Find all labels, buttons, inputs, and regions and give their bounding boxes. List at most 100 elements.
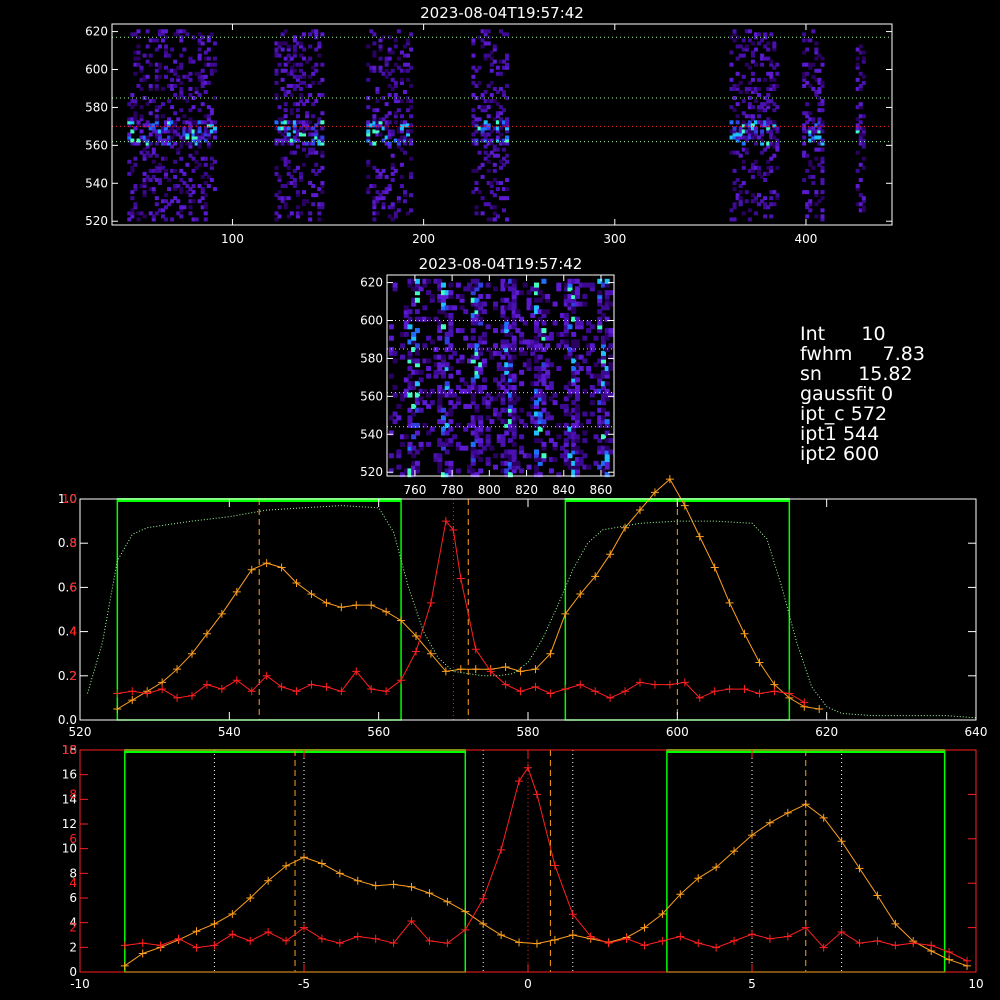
slit-image-pixel bbox=[769, 71, 774, 76]
slit-zoom-pixel bbox=[414, 400, 420, 406]
slit-zoom-pixel bbox=[574, 286, 580, 292]
slit-zoom-pixel bbox=[545, 335, 551, 341]
slit-zoom-pixel bbox=[597, 373, 603, 379]
slit-image-pixel bbox=[366, 62, 371, 67]
slit-image-pixel bbox=[858, 202, 863, 207]
slit-zoom-pixel bbox=[571, 305, 577, 311]
slit-zoom-pixel bbox=[422, 305, 428, 311]
slit-image-pixel bbox=[194, 132, 199, 137]
profile-offset-point-red bbox=[228, 930, 237, 939]
slit-image-pixel bbox=[308, 181, 313, 186]
profile-wavelength-red-ytick-label: 4 bbox=[69, 625, 77, 639]
slit-image-pixel bbox=[295, 114, 300, 119]
slit-zoom-pixel bbox=[537, 373, 543, 379]
slit-image-pixel bbox=[197, 74, 202, 79]
slit-image-pixel bbox=[732, 202, 737, 207]
slit-image-pixel bbox=[486, 105, 491, 110]
slit-image-pixel bbox=[738, 190, 743, 195]
slit-zoom-pixel bbox=[470, 457, 476, 463]
slit-zoom-pixel bbox=[418, 396, 424, 402]
slit-zoom-pixel bbox=[582, 293, 588, 299]
slit-image-pixel bbox=[206, 129, 211, 134]
slit-image-pixel bbox=[802, 71, 807, 76]
slit-image-pixel bbox=[295, 193, 300, 198]
slit-zoom-pixel bbox=[418, 377, 424, 383]
slit-zoom-pixel bbox=[396, 415, 402, 421]
slit-image-pixel bbox=[406, 68, 411, 73]
slit-zoom-pixel bbox=[511, 301, 517, 307]
profile-offset-point-red bbox=[443, 939, 452, 948]
slit-zoom-pixel bbox=[437, 392, 443, 398]
slit-image-pixel bbox=[197, 129, 202, 134]
slit-image-pixel bbox=[760, 150, 765, 155]
slit-image-pixel bbox=[286, 89, 291, 94]
slit-image-pixel bbox=[760, 120, 765, 125]
slit-zoom-pixel bbox=[563, 301, 569, 307]
profile-wavelength-point-red bbox=[113, 689, 122, 698]
slit-image-pixel bbox=[483, 156, 488, 161]
slit-image-pixel bbox=[206, 38, 211, 43]
slit-image-pixel bbox=[317, 135, 322, 140]
slit-image-pixel bbox=[302, 74, 307, 79]
slit-image-pixel bbox=[160, 102, 165, 107]
slit-zoom-pixel bbox=[493, 301, 499, 307]
slit-image-pixel bbox=[320, 138, 325, 143]
slit-image-pixel bbox=[289, 111, 294, 116]
slit-zoom-pixel bbox=[533, 309, 539, 315]
slit-zoom-pixel bbox=[400, 392, 406, 398]
slit-image-pixel bbox=[314, 68, 319, 73]
slit-zoom-pixel bbox=[571, 388, 577, 394]
slit-image-pixel bbox=[744, 199, 749, 204]
slit-image-pixel bbox=[372, 202, 377, 207]
slit-image-pixel bbox=[808, 62, 813, 67]
slit-zoom-pixel bbox=[597, 438, 603, 444]
slit-image-pixel bbox=[861, 59, 866, 64]
profile-wavelength-point-orange bbox=[337, 603, 346, 612]
slit-image-pixel bbox=[154, 135, 159, 140]
slit-image-pixel bbox=[203, 129, 208, 134]
slit-zoom-pixel bbox=[444, 411, 450, 417]
slit-zoom-pixel bbox=[578, 366, 584, 372]
slit-zoom-pixel bbox=[574, 445, 580, 451]
slit-image-pixel bbox=[480, 211, 485, 216]
slit-zoom-pixel bbox=[437, 320, 443, 326]
slit-zoom-pixel bbox=[515, 309, 521, 315]
slit-zoom-pixel bbox=[597, 290, 603, 296]
profile-wavelength-point-orange bbox=[188, 649, 196, 658]
slit-zoom-pixel bbox=[578, 460, 584, 466]
slit-image-xtick-label: 400 bbox=[795, 232, 818, 246]
profile-offset-point-orange bbox=[353, 876, 362, 885]
profile-offset-point-orange bbox=[497, 931, 506, 939]
slit-image-pixel bbox=[127, 171, 132, 176]
slit-zoom-pixel bbox=[522, 339, 528, 345]
slit-image-pixel bbox=[194, 150, 199, 155]
slit-zoom-xtick-label: 840 bbox=[552, 483, 575, 497]
slit-zoom-pixel bbox=[500, 278, 506, 284]
slit-image-pixel bbox=[142, 184, 147, 189]
slit-image-pixel bbox=[170, 168, 175, 173]
slit-zoom-pixel bbox=[403, 434, 409, 440]
slit-image-pixel bbox=[747, 102, 752, 107]
slit-image-pixel bbox=[372, 196, 377, 201]
slit-image-pixel bbox=[378, 120, 383, 125]
slit-image-pixel bbox=[154, 62, 159, 67]
slit-zoom-pixel bbox=[500, 400, 506, 406]
slit-image-pixel bbox=[477, 150, 482, 155]
slit-image-pixel bbox=[298, 120, 303, 125]
profile-offset-point-orange bbox=[658, 910, 667, 919]
slit-image-pixel bbox=[858, 120, 863, 125]
slit-image-pixel bbox=[366, 77, 371, 82]
slit-zoom-pixel bbox=[571, 460, 577, 466]
slit-image-pixel bbox=[295, 144, 300, 149]
slit-image-pixel bbox=[750, 50, 755, 55]
slit-zoom-pixel bbox=[500, 434, 506, 440]
slit-zoom-pixel bbox=[567, 411, 573, 417]
slit-image-pixel bbox=[200, 196, 205, 201]
profile-wavelength-point-orange bbox=[755, 658, 764, 667]
slit-image-pixel bbox=[474, 138, 479, 143]
slit-image-pixel bbox=[209, 111, 214, 116]
slit-image-pixel bbox=[483, 138, 488, 143]
slit-image-pixel bbox=[486, 159, 491, 164]
slit-image-pixel bbox=[808, 126, 813, 131]
slit-image-pixel bbox=[298, 99, 303, 104]
